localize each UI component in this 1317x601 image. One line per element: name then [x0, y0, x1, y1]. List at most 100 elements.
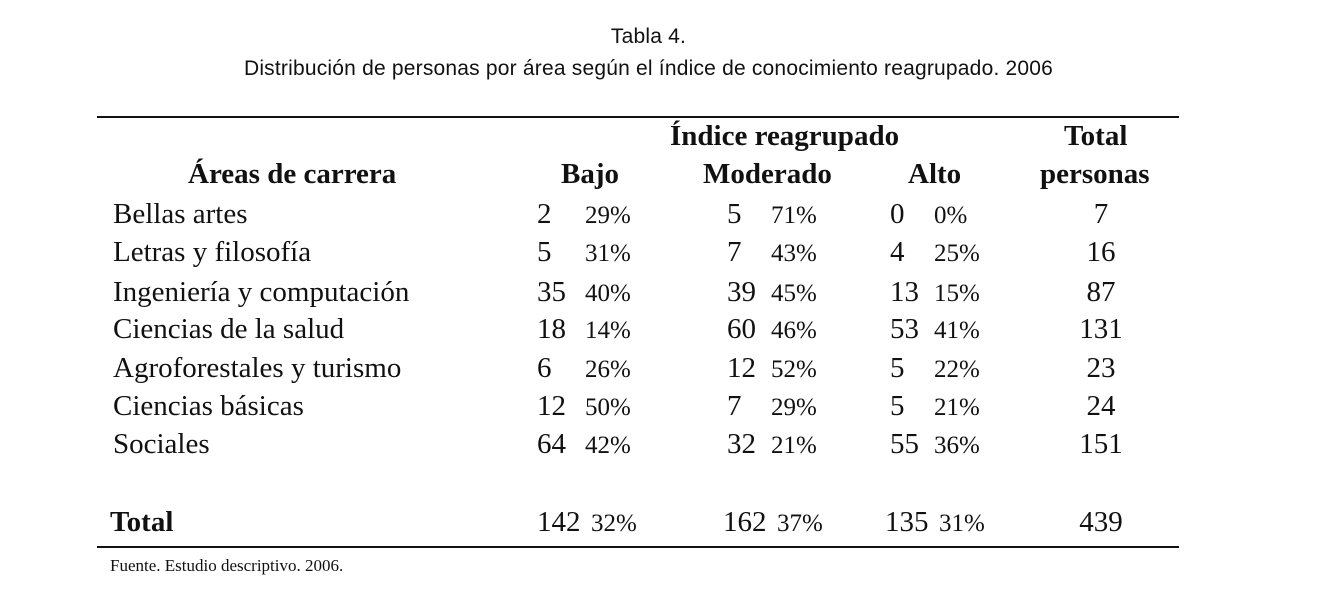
moderado-percent: 71%: [771, 202, 817, 229]
bajo-cell: 2 29%: [537, 200, 631, 229]
bajo-count: 64: [537, 428, 566, 460]
row-total: 7: [1093, 198, 1109, 230]
bajo-percent: 42%: [585, 432, 631, 459]
bajo-cell: 18 14%: [537, 315, 631, 344]
alto-percent: 0%: [934, 202, 968, 229]
alto-cell: 5 22%: [890, 354, 980, 383]
total-alto-percent: 31%: [939, 510, 985, 537]
bajo-percent: 40%: [585, 280, 631, 307]
bajo-cell: 5 31%: [537, 238, 631, 267]
table-title: Distribución de personas por área según …: [243, 57, 1054, 80]
bajo-count: 5: [537, 236, 552, 268]
moderado-percent: 43%: [771, 240, 817, 267]
total-row-label: Total: [110, 506, 174, 538]
moderado-count: 7: [727, 236, 742, 268]
moderado-percent: 45%: [771, 280, 817, 307]
row-area-label: Agroforestales y turismo: [113, 352, 402, 384]
bajo-count: 35: [537, 276, 566, 308]
moderado-count: 5: [727, 198, 742, 230]
row-total: 16: [1086, 236, 1116, 268]
alto-percent: 36%: [934, 432, 980, 459]
moderado-count: 39: [727, 276, 756, 308]
header-areas: Áreas de carrera: [188, 158, 397, 190]
row-total: 23: [1086, 352, 1116, 384]
row-total: 87: [1086, 276, 1116, 308]
bajo-count: 6: [537, 352, 552, 384]
alto-count: 53: [890, 313, 919, 345]
total-bajo-count: 142: [537, 506, 581, 538]
row-area-label: Sociales: [113, 428, 210, 460]
moderado-percent: 21%: [771, 432, 817, 459]
total-moderado-count: 162: [723, 506, 767, 538]
header-total-line1: Total: [1064, 120, 1128, 152]
bajo-count: 2: [537, 198, 552, 230]
moderado-percent: 46%: [771, 317, 817, 344]
row-total: 24: [1086, 390, 1116, 422]
bajo-cell: 12 50%: [537, 392, 631, 421]
bajo-cell: 35 40%: [537, 278, 631, 307]
alto-percent: 21%: [934, 394, 980, 421]
bajo-percent: 14%: [585, 317, 631, 344]
row-area-label: Ingeniería y computación: [113, 276, 410, 308]
moderado-count: 60: [727, 313, 756, 345]
moderado-cell: 12 52%: [727, 354, 817, 383]
alto-count: 55: [890, 428, 919, 460]
alto-count: 13: [890, 276, 919, 308]
total-moderado-percent: 37%: [777, 510, 823, 537]
row-area-label: Ciencias básicas: [113, 390, 304, 422]
bajo-cell: 64 42%: [537, 430, 631, 459]
table-number: Tabla 4.: [610, 25, 687, 48]
alto-count: 0: [890, 198, 905, 230]
total-alto-count: 135: [885, 506, 929, 538]
alto-count: 5: [890, 390, 905, 422]
bajo-cell: 6 26%: [537, 354, 631, 383]
bajo-percent: 31%: [585, 240, 631, 267]
alto-percent: 22%: [934, 356, 980, 383]
alto-percent: 25%: [934, 240, 980, 267]
moderado-count: 7: [727, 390, 742, 422]
grand-total: 439: [1079, 506, 1123, 538]
row-total: 131: [1079, 313, 1123, 345]
alto-percent: 15%: [934, 280, 980, 307]
header-alto: Alto: [908, 158, 962, 190]
total-moderado-cell: 162 37%: [723, 508, 823, 537]
alto-cell: 13 15%: [890, 278, 980, 307]
alto-cell: 5 21%: [890, 392, 980, 421]
moderado-percent: 52%: [771, 356, 817, 383]
source-note: Fuente. Estudio descriptivo. 2006.: [110, 556, 344, 575]
moderado-cell: 39 45%: [727, 278, 817, 307]
alto-cell: 55 36%: [890, 430, 980, 459]
top-rule: [97, 116, 1179, 118]
total-bajo-percent: 32%: [591, 510, 637, 537]
bajo-percent: 50%: [585, 394, 631, 421]
moderado-cell: 5 71%: [727, 200, 817, 229]
row-area-label: Bellas artes: [113, 198, 248, 230]
bajo-percent: 26%: [585, 356, 631, 383]
alto-cell: 0 0%: [890, 200, 967, 229]
row-area-label: Ciencias de la salud: [113, 313, 345, 345]
header-total-line2: personas: [1040, 158, 1150, 190]
total-alto-cell: 135 31%: [885, 508, 985, 537]
moderado-cell: 32 21%: [727, 430, 817, 459]
alto-percent: 41%: [934, 317, 980, 344]
moderado-cell: 60 46%: [727, 315, 817, 344]
row-total: 151: [1079, 428, 1123, 460]
bajo-count: 12: [537, 390, 566, 422]
bajo-percent: 29%: [585, 202, 631, 229]
bottom-rule: [97, 546, 1179, 548]
moderado-percent: 29%: [771, 394, 817, 421]
header-bajo: Bajo: [561, 158, 619, 190]
moderado-count: 32: [727, 428, 756, 460]
bajo-count: 18: [537, 313, 566, 345]
alto-cell: 53 41%: [890, 315, 980, 344]
moderado-count: 12: [727, 352, 756, 384]
moderado-cell: 7 43%: [727, 238, 817, 267]
alto-cell: 4 25%: [890, 238, 980, 267]
alto-count: 4: [890, 236, 905, 268]
alto-count: 5: [890, 352, 905, 384]
total-bajo-cell: 142 32%: [537, 508, 637, 537]
moderado-cell: 7 29%: [727, 392, 817, 421]
header-index-group: Índice reagrupado: [670, 120, 900, 152]
row-area-label: Letras y filosofía: [113, 236, 312, 268]
header-moderado: Moderado: [703, 158, 832, 190]
